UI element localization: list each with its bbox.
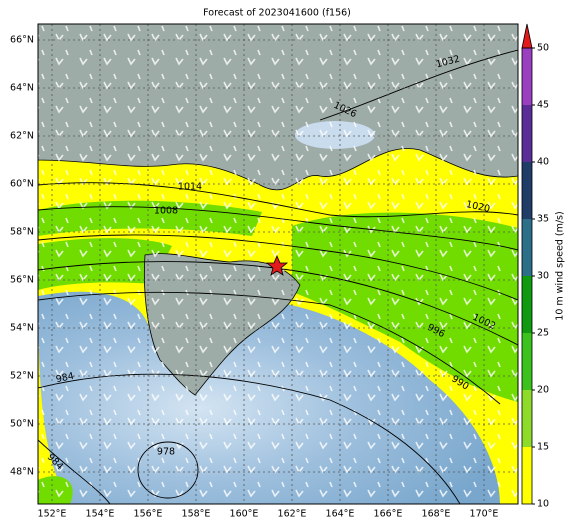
- lat-label: 48°N: [10, 467, 34, 478]
- colorbar-tick-label: 10: [537, 499, 549, 510]
- graticule: [38, 24, 518, 504]
- isobars: [38, 49, 518, 504]
- lat-label: 52°N: [10, 371, 34, 382]
- colorbar-tick-label: 25: [537, 328, 549, 339]
- colorbar-tick-label: 35: [537, 214, 549, 225]
- lon-label: 170°E: [470, 509, 499, 520]
- lat-label: 50°N: [10, 419, 34, 430]
- colorbar-tick-label: 50: [537, 43, 549, 54]
- lon-label: 162°E: [278, 509, 307, 520]
- title: Forecast of 2023041600 (f156): [203, 8, 351, 19]
- colorbar-tick-label: 15: [537, 442, 549, 453]
- lat-label: 56°N: [10, 275, 34, 286]
- lon-label: 158°E: [182, 509, 211, 520]
- colorbar-segment: [522, 447, 532, 504]
- lat-label: 62°N: [10, 131, 34, 142]
- axis-labels: 66°N 64°N 62°N 60°N 58°N 56°N 54°N 52°N 50°N 48°N…: [10, 35, 498, 520]
- colorbar-segment: [522, 48, 532, 105]
- colorbar-segment: [522, 333, 532, 390]
- colorbar: 10 15 20 25 30 35 40 45 50: [521, 23, 549, 510]
- contour-label: 978: [157, 447, 175, 458]
- colorbar-segment: [522, 276, 532, 333]
- colorbar-tick-label: 20: [537, 385, 549, 396]
- contour-label: 984: [55, 371, 75, 386]
- lat-label: 66°N: [10, 35, 34, 46]
- contour-label: 1008: [154, 206, 178, 217]
- map-frame: [37, 23, 519, 505]
- colorbar-segment: [522, 390, 532, 447]
- colorbar-segment: [522, 219, 532, 276]
- map: 1032 1026 1014 1008 1020 1002 996 990 98…: [38, 24, 518, 504]
- lat-label: 54°N: [10, 323, 34, 334]
- lon-label: 156°E: [134, 509, 163, 520]
- colorbar-tick-label: 30: [537, 271, 549, 282]
- colorbar-tick-label: 45: [537, 100, 549, 111]
- lon-label: 168°E: [422, 509, 451, 520]
- lon-label: 166°E: [374, 509, 403, 520]
- contour-label: 1020: [465, 199, 491, 215]
- lat-label: 60°N: [10, 179, 34, 190]
- lon-label: 154°E: [86, 509, 115, 520]
- colorbar-label: 10 m wind speed (m/s): [555, 211, 566, 320]
- colorbar-segment: [522, 162, 532, 219]
- contour-label: 1014: [178, 182, 202, 193]
- lat-label: 58°N: [10, 227, 34, 238]
- colorbar-segment: [522, 105, 532, 162]
- lon-label: 164°E: [326, 509, 355, 520]
- colorbar-tick-label: 40: [537, 157, 549, 168]
- lon-label: 160°E: [230, 509, 259, 520]
- lon-label: 152°E: [38, 509, 67, 520]
- location-marker: [265, 254, 289, 276]
- lat-label: 64°N: [10, 83, 34, 94]
- colorbar-extend: [521, 23, 533, 49]
